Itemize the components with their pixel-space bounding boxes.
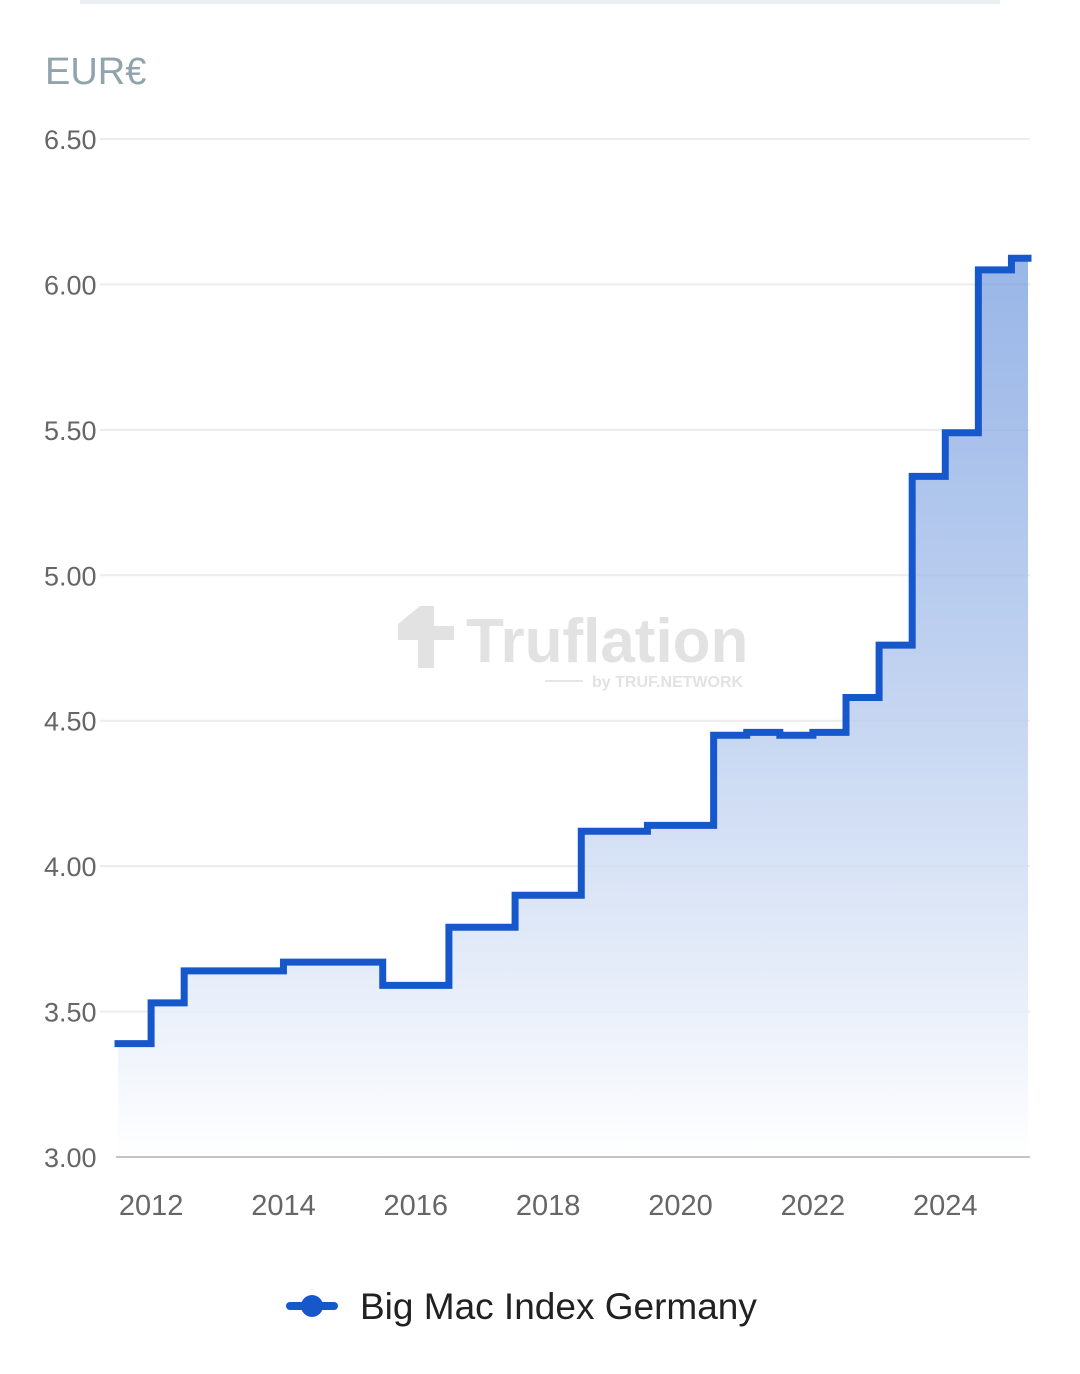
unit-label: EUR€: [45, 51, 146, 93]
y-tick-label: 4.00: [44, 852, 97, 882]
x-tick-label: 2012: [119, 1190, 184, 1222]
truflation-logo: [398, 606, 454, 668]
x-tick-label: 2016: [384, 1190, 449, 1222]
series-area: [118, 258, 1028, 1157]
x-tick-label: 2022: [781, 1190, 846, 1222]
y-tick-label: 5.50: [44, 416, 97, 446]
watermark-brand: Truflation: [466, 607, 748, 676]
y-tick-label: 5.00: [44, 561, 97, 591]
legend-label: Big Mac Index Germany: [360, 1286, 757, 1327]
x-tick-label: 2020: [648, 1190, 713, 1222]
series-line: [114, 254, 1032, 1048]
y-tick-label: 3.50: [44, 998, 97, 1028]
y-tick-label: 6.00: [44, 270, 97, 300]
y-tick-label: 6.50: [44, 125, 97, 155]
legend[interactable]: Big Mac Index Germany: [286, 1286, 757, 1327]
x-tick-label: 2014: [251, 1190, 316, 1222]
y-tick-label: 4.50: [44, 707, 97, 737]
watermark-sub: by TRUF.NETWORK: [592, 674, 744, 691]
y-axis-ticks: 3.00 3.50 4.00 4.50 5.00 5.50 6.00 6.50: [44, 125, 97, 1173]
x-axis-ticks: 2012 2014 2016 2018 2020 2022 2024: [119, 1190, 978, 1222]
x-tick-label: 2024: [913, 1190, 978, 1222]
watermark: Truflation by TRUF.NETWORK: [398, 606, 748, 691]
legend-swatch-dot: [301, 1295, 323, 1317]
x-tick-label: 2018: [516, 1190, 581, 1222]
y-tick-label: 3.00: [44, 1143, 97, 1173]
